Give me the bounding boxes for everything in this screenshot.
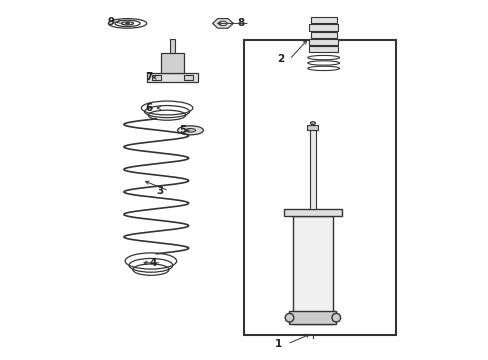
Bar (310, 17, 336, 23)
Bar (309, 39, 337, 45)
Bar (310, 32, 336, 38)
Text: 6: 6 (145, 103, 152, 113)
Bar (184, 75, 193, 80)
Circle shape (331, 313, 340, 322)
Bar (147, 73, 197, 82)
Ellipse shape (125, 23, 129, 24)
Text: 5: 5 (179, 125, 186, 135)
Ellipse shape (310, 122, 315, 125)
Bar (244, 40, 395, 335)
Bar (292, 216, 332, 324)
Ellipse shape (177, 126, 203, 135)
Circle shape (285, 313, 293, 322)
Text: 9: 9 (107, 17, 115, 27)
Bar (151, 75, 161, 80)
Text: 2: 2 (276, 54, 284, 64)
Ellipse shape (185, 129, 195, 132)
Bar (289, 311, 336, 324)
Bar (161, 53, 184, 73)
Bar (284, 209, 341, 216)
Text: 1: 1 (275, 339, 282, 349)
Text: 3: 3 (156, 186, 163, 196)
Text: 4: 4 (149, 258, 156, 268)
Bar (307, 125, 318, 130)
Bar (309, 46, 337, 52)
Polygon shape (212, 19, 233, 28)
Bar (169, 39, 175, 53)
Text: 8: 8 (237, 18, 244, 28)
Bar (309, 24, 337, 31)
Bar (309, 130, 316, 209)
Text: 7: 7 (145, 72, 152, 82)
